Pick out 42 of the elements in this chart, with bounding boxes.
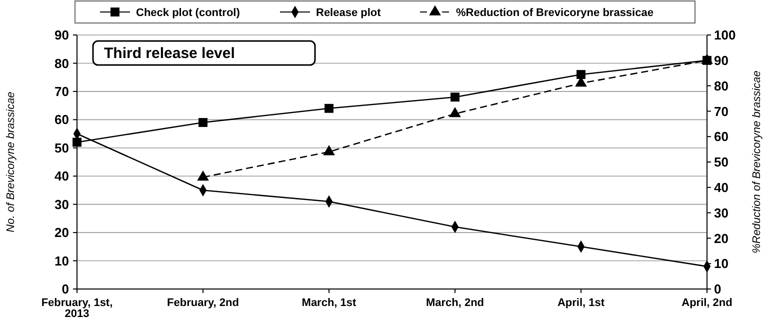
legend-label: %Reduction of Brevicoryne brassicae [456, 6, 654, 19]
point [197, 170, 209, 181]
y-tick-label: 10 [54, 253, 69, 268]
x-tick-label: April, 1st [557, 297, 605, 309]
y-tick-label: 20 [54, 225, 69, 240]
y-tick-label: 70 [54, 84, 69, 99]
y-axis-title: No. of Brevicoryne brassicae [5, 92, 17, 232]
y2-tick-label: 0 [714, 282, 722, 297]
annotation: Third release level [104, 45, 235, 62]
y2-tick-label: 30 [714, 205, 728, 220]
y-tick-label: 90 [54, 28, 69, 43]
y-tick-label: 60 [54, 112, 69, 128]
legend-label: Check plot (control) [136, 6, 240, 19]
x-tick-label: February, 2nd [167, 297, 239, 309]
y-tick-label: 30 [54, 196, 69, 212]
y2-tick-label: 70 [714, 104, 728, 119]
point [324, 104, 334, 113]
note-box: Third release level [92, 40, 316, 66]
y2-tick-label: 20 [714, 230, 728, 246]
x-tick-label: March, 1st [302, 297, 357, 309]
point [450, 92, 460, 102]
point [198, 118, 208, 127]
y2-tick-label: 100 [714, 28, 736, 43]
point [323, 145, 335, 156]
legend-label: Release plot [316, 6, 382, 19]
y2-tick-label: 40 [714, 180, 728, 195]
y2-tick-label: 10 [714, 256, 728, 272]
x-tick-label: February, 1st, 2013 [41, 297, 113, 320]
x-tick-label: April, 2nd [682, 297, 732, 309]
y2-tick-label: 80 [714, 78, 728, 94]
point [449, 106, 461, 118]
x-tick-label: March, 2nd [426, 297, 484, 309]
y-tick-label: 40 [54, 168, 69, 184]
y-tick-label: 50 [54, 140, 69, 156]
y2-tick-label: 50 [714, 154, 728, 170]
y2-tick-label: 60 [714, 129, 728, 144]
y-tick-label: 80 [54, 56, 69, 71]
y2-tick-label: 90 [714, 52, 728, 68]
point [576, 70, 586, 79]
y-tick-label: 0 [62, 282, 69, 297]
point [72, 138, 82, 147]
y2-axis-title: %Reduction of Brevicoryne brassicae [751, 70, 763, 254]
